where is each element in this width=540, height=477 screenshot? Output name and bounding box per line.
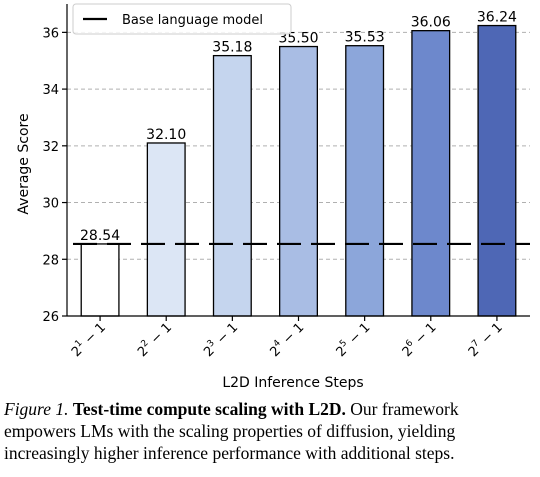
data-label-7: 36.24 [477,10,517,26]
caption-title: Test-time compute scaling with L2D. [72,399,346,419]
bar-7 [477,24,517,317]
bar-2 [146,142,186,317]
bar-3 [212,54,252,317]
bar-6 [411,30,451,317]
caption-line-1: Figure 1. Test-time compute scaling with… [4,398,538,420]
bars [80,24,517,317]
caption-line-2: empowers LMs with the scaling properties… [4,421,456,441]
caption-line-1-rest: Our framework [345,399,459,419]
legend: Base language model [72,3,292,35]
x-tick-label-5: 25 − 1 [332,319,373,360]
x-tick-label-1: 21 − 1 [68,319,109,360]
legend-label-baseline: Base language model [122,13,263,28]
data-label-1: 28.54 [80,228,120,244]
caption-line-3: increasingly higher inference performanc… [4,443,455,463]
data-label-3: 35.18 [212,40,252,56]
x-tick-label-7: 27 − 1 [464,319,505,360]
data-labels: 28.54 32.10 35.18 35.50 35.53 36.06 36.24 [80,10,517,244]
x-axis-title: L2D Inference Steps [222,375,363,391]
ticks: 26 28 30 32 34 36 21 − 1 22 − 1 23 − 1 24 − 1 25 −… [42,26,505,360]
data-label-2: 32.10 [146,127,186,143]
caption-figure-label: Figure 1. [4,399,69,419]
y-tick-label-30: 30 [42,197,59,212]
y-tick-label-32: 32 [42,140,59,155]
y-tick-label-26: 26 [42,310,59,325]
x-tick-label-4: 24 − 1 [266,319,307,360]
legend-frame [72,3,292,35]
data-label-5: 35.53 [345,30,385,46]
data-label-4: 35.50 [278,31,318,47]
y-tick-label-28: 28 [42,253,59,268]
bar-5 [345,45,385,317]
y-axis-title: Average Score [16,113,32,214]
bar-chart: 26 28 30 32 34 36 21 − 1 22 − 1 23 − 1 24 − 1 25 −… [16,3,530,391]
x-tick-label-6: 26 − 1 [398,319,439,360]
x-tick-label-3: 23 − 1 [200,319,241,360]
bar-1 [80,243,120,317]
data-label-6: 36.06 [411,15,451,31]
x-tick-label-2: 22 − 1 [134,319,175,360]
bar-4 [278,45,319,317]
y-tick-label-36: 36 [42,26,59,41]
figure-caption: Figure 1. Test-time compute scaling with… [4,398,538,464]
y-tick-label-34: 34 [42,83,59,98]
